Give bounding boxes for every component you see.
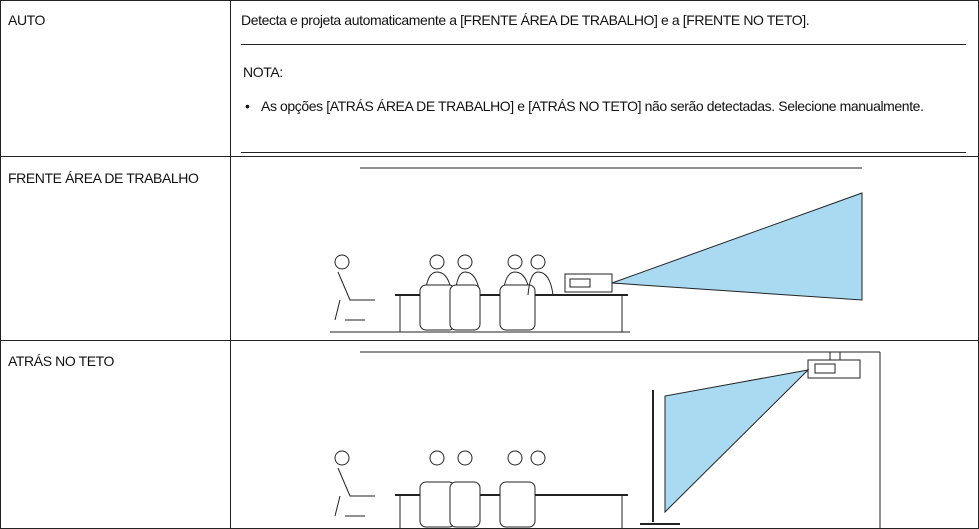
front-desk-illustration: [330, 167, 863, 333]
note-rule: [241, 152, 966, 153]
row-label: ATRÁS NO TETO: [8, 353, 115, 369]
border: [0, 0, 978, 1]
rear-ceiling-illustration: [334, 351, 881, 529]
note-title: NOTA:: [243, 64, 283, 80]
bullet: •: [245, 98, 250, 114]
cell-text: Detecta e projeta automaticamente a [FRE…: [241, 12, 810, 28]
border: [0, 156, 978, 157]
row-label: AUTO: [8, 12, 46, 28]
note-rule: [241, 44, 966, 45]
row-label: FRENTE ÁREA DE TRABALHO: [8, 170, 199, 186]
note-bullet: • As opções [ATRÁS ÁREA DE TRABALHO] e [A…: [243, 92, 965, 121]
border: [230, 0, 231, 529]
border: [0, 0, 1, 529]
bullet-text: As opções [ATRÁS ÁREA DE TRABALHO] e [AT…: [261, 98, 924, 114]
border: [0, 340, 978, 341]
